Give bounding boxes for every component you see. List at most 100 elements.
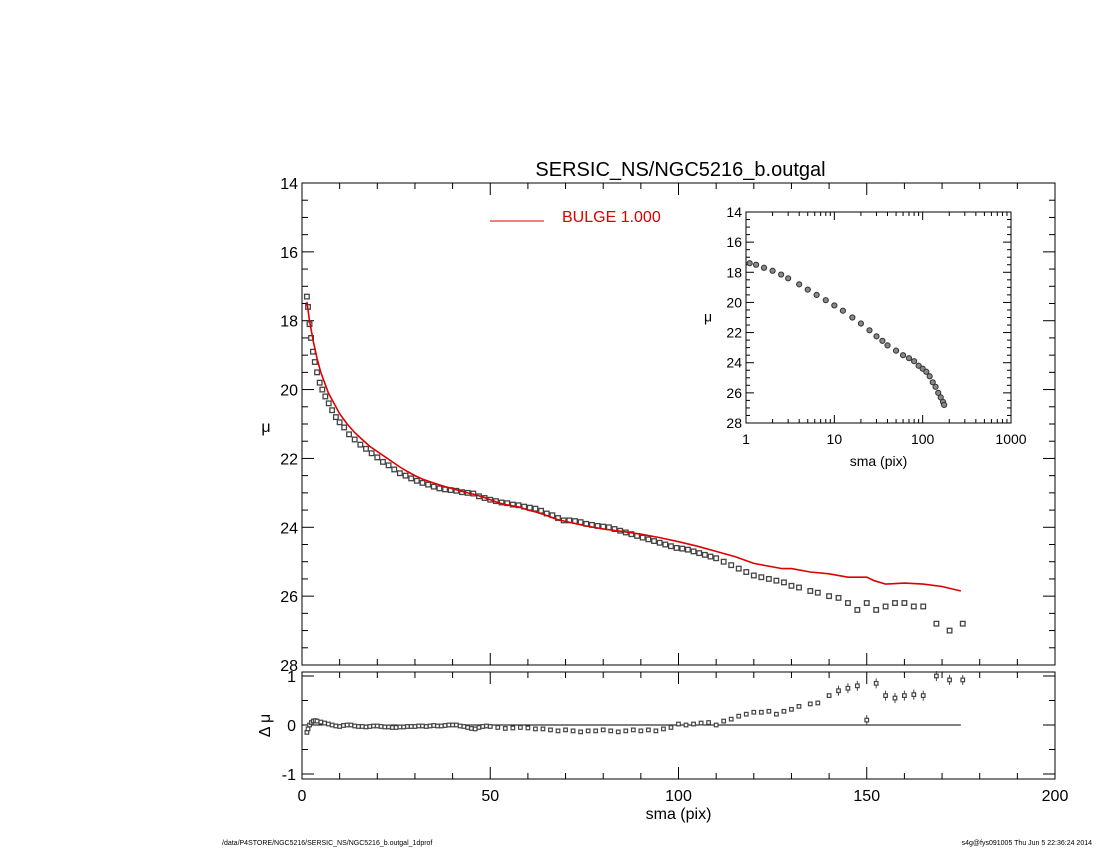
residual-data-point — [920, 693, 926, 698]
residual-data-point — [854, 683, 860, 689]
inset-data-point — [813, 291, 820, 298]
residual-data-point — [883, 693, 888, 698]
inset-data-point — [785, 275, 792, 282]
inset-data-point — [857, 320, 865, 327]
residual-data-point — [668, 725, 674, 730]
residual-data-point — [815, 700, 821, 706]
residual-data-point — [333, 723, 339, 729]
main-y-tick-label: 28 — [280, 658, 298, 675]
main-data-point — [532, 505, 539, 512]
main-data-point — [662, 541, 669, 548]
inset-y-tick-label: 26 — [726, 385, 742, 401]
main-data-point — [679, 545, 686, 552]
residual-data-point — [484, 723, 489, 729]
residual-data-point — [807, 701, 813, 707]
main-y-tick-label: 24 — [280, 520, 298, 537]
residual-data-point — [892, 695, 898, 701]
residual-data-point — [758, 709, 764, 715]
residual-data-point — [960, 677, 966, 683]
main-data-point — [351, 436, 358, 443]
inset-data-point — [866, 327, 873, 334]
main-data-point — [750, 572, 757, 579]
residual-data-point — [661, 726, 666, 732]
residual-data-point — [638, 728, 644, 734]
main-data-point — [758, 574, 765, 581]
residual-data-point — [623, 728, 629, 734]
main-data-point — [807, 588, 814, 594]
main-data-point — [780, 579, 787, 586]
inset-x-tick-label: 1 — [742, 431, 750, 447]
residual-data-point — [374, 723, 380, 729]
residual-data-point — [845, 685, 851, 691]
legend-bulge-label: BULGE 1.000 — [562, 209, 661, 226]
residual-data-point — [446, 722, 452, 728]
main-data-point — [684, 546, 691, 553]
residual-data-point — [348, 722, 354, 728]
bulge-model-line — [306, 301, 962, 592]
residual-data-point — [322, 720, 327, 726]
main-data-point — [863, 600, 870, 606]
residual-data-point — [721, 718, 727, 724]
residual-y-tick-label: 0 — [287, 718, 296, 735]
main-data-point — [368, 450, 375, 457]
main-data-point — [311, 359, 318, 365]
inset-data-point — [932, 383, 939, 390]
residual-data-point — [465, 725, 471, 730]
residual-data-point — [540, 726, 546, 732]
residual-data-point — [548, 727, 553, 733]
inset-y-tick-label: 16 — [726, 234, 742, 250]
residual-data-point — [713, 722, 719, 728]
residual-data-point — [314, 718, 320, 724]
residual-data-point — [911, 692, 917, 698]
residual-data-point — [305, 726, 311, 732]
main-data-point — [639, 534, 646, 541]
residual-data-point — [371, 723, 376, 729]
residual-data-point — [435, 723, 440, 729]
inset-data-point — [796, 281, 803, 288]
residual-data-point — [736, 713, 742, 719]
inset-data-point — [804, 286, 811, 293]
main-data-point — [920, 603, 927, 610]
main-y-tick-label: 20 — [280, 383, 298, 400]
main-y-tick-label: 26 — [280, 589, 298, 606]
residual-data-point — [416, 723, 422, 729]
residual-data-point — [743, 711, 749, 717]
main-data-point — [720, 558, 727, 565]
main-data-point — [701, 551, 708, 558]
inset-data-point — [915, 362, 922, 369]
residual-data-point — [600, 727, 606, 733]
residual-x-tick-label: 150 — [853, 788, 880, 805]
main-data-point — [402, 472, 409, 479]
inset-plot-panel: 14 16 18 20 22 24 26 281 10 100 1000 sma (pix) μ — [704, 204, 1027, 469]
inset-y-tick-label: 24 — [726, 355, 742, 371]
inset-data-point — [884, 342, 891, 349]
residual-data-point — [698, 720, 704, 726]
residual-data-point — [683, 722, 689, 728]
residual-data-point — [405, 724, 410, 729]
residual-data-point — [934, 673, 939, 679]
inset-data-point — [873, 333, 880, 340]
main-data-point — [901, 600, 908, 606]
main-data-point — [396, 470, 403, 477]
residual-data-point — [318, 719, 324, 725]
inset-data-point — [769, 267, 776, 274]
residual-data-point — [645, 727, 651, 733]
main-data-point — [408, 475, 415, 482]
residual-data-point — [457, 723, 463, 729]
inset-x-tick-label: 1000 — [995, 431, 1026, 447]
residual-data-point — [461, 724, 467, 729]
residual-data-point — [781, 708, 787, 714]
residual-data-point — [676, 721, 681, 727]
main-data-point — [509, 501, 516, 508]
residual-x-tick-label: 100 — [665, 788, 692, 805]
main-data-point — [322, 393, 329, 400]
residual-data-point — [578, 729, 584, 735]
inset-y-tick-label: 14 — [726, 204, 742, 220]
main-data-point — [332, 414, 339, 421]
residual-data-point — [325, 721, 331, 727]
residual-data-point — [585, 728, 591, 734]
residual-data-point — [367, 724, 373, 729]
residual-data-point — [510, 725, 516, 731]
main-plot-panel: SERSIC_NS/NGC5216_b.outgal 14 16 18 20 22 24 26… — [261, 159, 1056, 675]
residual-data-point — [751, 709, 757, 715]
